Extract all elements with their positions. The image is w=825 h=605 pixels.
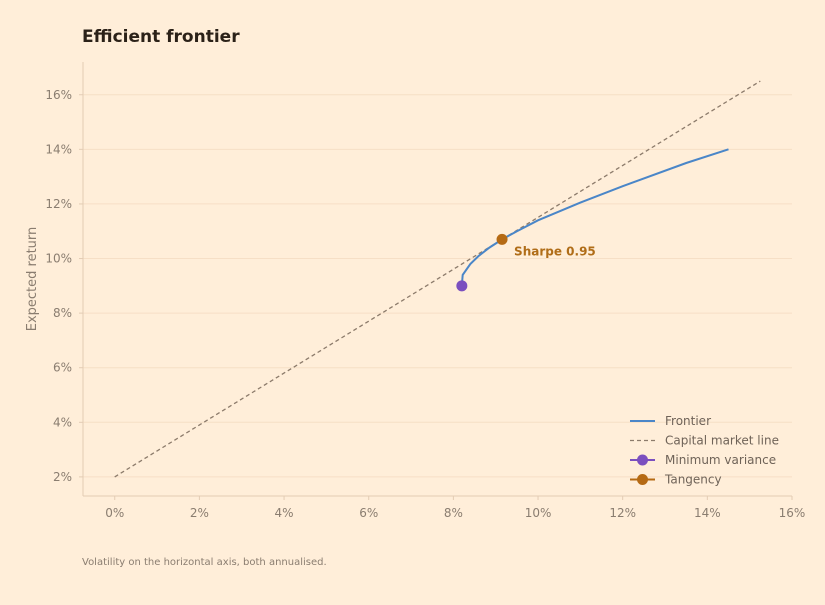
x-tick-label: 8% xyxy=(444,506,463,520)
y-tick-label: 2% xyxy=(53,470,72,484)
chart-note: Volatility on the horizontal axis, both … xyxy=(82,557,327,568)
x-tick-label: 6% xyxy=(359,506,378,520)
tick-labels: 2% 4% 6% 8% 10% 12% 14% 16% 0% 2% 4% 6% 8% 10% 12% 14% 1… xyxy=(45,88,805,520)
series-line-capital-market-line xyxy=(114,80,761,478)
x-tick-label: 14% xyxy=(694,506,721,520)
x-tick-label: 12% xyxy=(609,506,636,520)
y-tick-label: 8% xyxy=(53,306,72,320)
axes xyxy=(79,62,793,500)
x-tick-label: 4% xyxy=(275,506,294,520)
chart-title: Efficient frontier xyxy=(82,27,240,47)
point-tangency xyxy=(496,233,508,245)
y-tick-label: 10% xyxy=(45,252,72,266)
y-tick-label: 16% xyxy=(45,88,72,102)
x-tick-label: 16% xyxy=(779,506,806,520)
x-tick-label: 2% xyxy=(190,506,209,520)
y-tick-label: 14% xyxy=(45,142,72,156)
y-tick-label: 12% xyxy=(45,197,72,211)
series-line-frontier xyxy=(460,148,729,286)
legend-label-minimum-variance: Minimum variance xyxy=(665,453,776,467)
y-tick-label: 4% xyxy=(53,415,72,429)
legend-marker-tangency xyxy=(637,474,648,485)
point-minimum-variance xyxy=(456,280,468,292)
plot-area: Sharpe 0.95 xyxy=(114,80,761,478)
y-tick-label: 6% xyxy=(53,361,72,375)
legend: Frontier Capital market line Minimum varia… xyxy=(630,414,779,487)
legend-label-tangency: Tangency xyxy=(664,473,722,487)
y-axis-label: Expected return xyxy=(25,227,40,332)
grid xyxy=(83,94,792,478)
tangency-sharpe-label: Sharpe 0.95 xyxy=(514,244,596,258)
x-tick-label: 0% xyxy=(105,506,124,520)
legend-label-capital-market-line: Capital market line xyxy=(665,434,779,448)
legend-label-frontier: Frontier xyxy=(665,414,711,428)
legend-marker-minimum-variance xyxy=(637,454,648,466)
x-tick-label: 10% xyxy=(525,506,552,520)
